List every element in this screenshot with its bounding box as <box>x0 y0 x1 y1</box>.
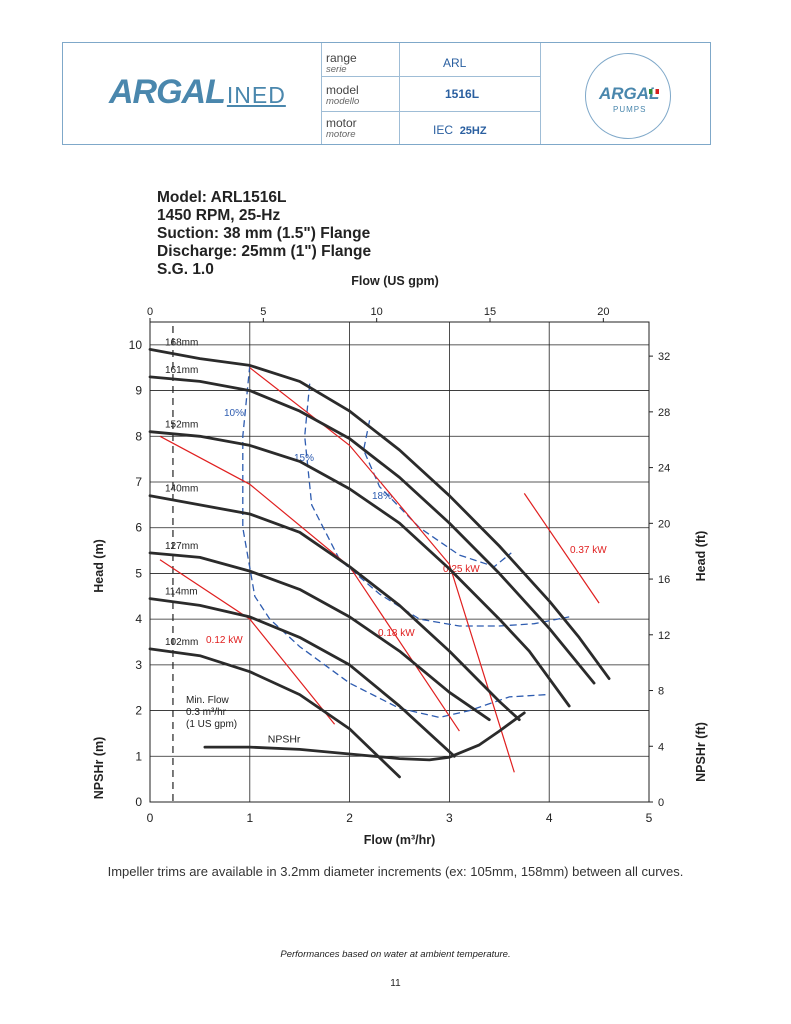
series-label: 161mm <box>165 365 198 376</box>
min-flow-label: Min. Flow <box>186 695 230 706</box>
series-line <box>148 551 491 722</box>
power-line <box>523 493 600 604</box>
power-label: 0.18 kW <box>378 628 415 639</box>
series-line <box>148 494 521 722</box>
series-label: 114mm <box>165 587 198 598</box>
series-label: 102mm <box>165 637 198 648</box>
y-tick-label: 0 <box>135 795 142 809</box>
x-tick-label: 4 <box>546 811 553 825</box>
power-line <box>159 559 336 725</box>
series-label: 140mm <box>165 484 198 495</box>
motor-value: IEC 25HZ <box>433 123 487 137</box>
y2-tick-label: 28 <box>658 407 670 419</box>
power-label: 0.12 kW <box>206 635 243 646</box>
min-flow-label: 0.3 m³/hr <box>186 707 227 718</box>
spec-sg: S.G. 1.0 <box>157 261 214 278</box>
impeller-trim-caption: Impeller trims are available in 3.2mm di… <box>107 864 684 879</box>
plot-frame <box>149 321 650 803</box>
x-tick-label: 5 <box>646 811 653 825</box>
page-number: 11 <box>390 978 401 989</box>
series-line <box>148 375 596 685</box>
y-tick-label: 8 <box>135 429 142 443</box>
x2-tick-label: 0 <box>147 306 153 318</box>
min-flow-label: (1 US gpm) <box>186 719 237 730</box>
spec-rpm: 1450 RPM, 25-Hz <box>157 207 281 224</box>
footnote: Performances based on water at ambient t… <box>280 949 511 960</box>
x2-tick-label: 10 <box>371 306 383 318</box>
y-tick-label: 4 <box>135 612 142 626</box>
series-line <box>148 348 611 680</box>
pump-specs: Model: ARL1516L 1450 RPM, 25-Hz Suction:… <box>157 189 371 279</box>
series-line <box>148 647 401 779</box>
npsh-axis-label: NPSHr (m) <box>92 737 106 800</box>
italy-flag-icon <box>649 89 659 94</box>
series-label: NPSHr <box>268 734 301 746</box>
model-value: 1516L <box>445 87 480 101</box>
efficiency-curve <box>304 383 570 627</box>
power-line <box>159 435 460 732</box>
spec-suction: Suction: 38 mm (1.5") Flange <box>157 225 371 242</box>
y-tick-label: 7 <box>135 475 142 489</box>
y2-tick-label: 16 <box>658 574 670 586</box>
y-tick-label: 1 <box>135 749 142 763</box>
model-label: model modello <box>326 83 360 107</box>
header-box: ARGALINED range serie model modello motor m… <box>62 42 711 145</box>
series-label: 168mm <box>165 337 198 348</box>
series-line <box>148 597 456 758</box>
series-line <box>148 430 571 708</box>
x-tick-label: 0 <box>147 811 154 825</box>
y-tick-label: 2 <box>135 704 142 718</box>
y2-tick-label: 4 <box>658 741 664 753</box>
power-line <box>249 367 515 773</box>
power-label: 0.37 kW <box>570 545 607 556</box>
x-tick-label: 2 <box>346 811 353 825</box>
y-axis-label: Head (m) <box>92 539 106 592</box>
y2-tick-label: 24 <box>658 463 670 475</box>
x2-tick-label: 20 <box>597 306 609 318</box>
x-axis-label: Flow (m³/hr) <box>364 833 436 847</box>
range-label: range serie <box>326 51 357 75</box>
power-label: 0.25 kW <box>443 564 480 575</box>
motor-label: motor motore <box>326 116 357 140</box>
x2-tick-label: 15 <box>484 306 496 318</box>
series-label: 127mm <box>165 541 198 552</box>
y-tick-label: 10 <box>129 338 143 352</box>
y-tick-label: 6 <box>135 521 142 535</box>
npsh-ft-axis-label: NPSHr (ft) <box>694 722 708 782</box>
x-tick-label: 3 <box>446 811 453 825</box>
efficiency-label: 10% <box>224 408 244 419</box>
y2-tick-label: 0 <box>658 797 664 809</box>
series-line <box>203 711 526 762</box>
x2-axis-label: Flow (US gpm) <box>351 274 439 288</box>
y2-axis-label: Head (ft) <box>694 531 708 582</box>
brand-logo: ARGALINED <box>109 73 286 111</box>
efficiency-label: 18% <box>372 491 392 502</box>
spec-discharge: Discharge: 25mm (1") Flange <box>157 243 372 260</box>
series-label: 152mm <box>165 420 198 431</box>
y2-tick-label: 12 <box>658 630 670 642</box>
range-value: ARL <box>443 56 467 70</box>
y-tick-label: 9 <box>135 384 142 398</box>
x-tick-label: 1 <box>246 811 253 825</box>
y2-tick-label: 8 <box>658 686 664 698</box>
y-tick-label: 3 <box>135 658 142 672</box>
x2-tick-label: 5 <box>260 306 266 318</box>
argal-pumps-emblem: ARGAL PUMPS <box>585 53 671 139</box>
spec-model: Model: ARL1516L <box>157 189 287 206</box>
y2-tick-label: 20 <box>658 518 670 530</box>
efficiency-label: 15% <box>294 453 314 464</box>
y2-tick-label: 32 <box>658 351 670 363</box>
y-tick-label: 5 <box>135 566 142 580</box>
